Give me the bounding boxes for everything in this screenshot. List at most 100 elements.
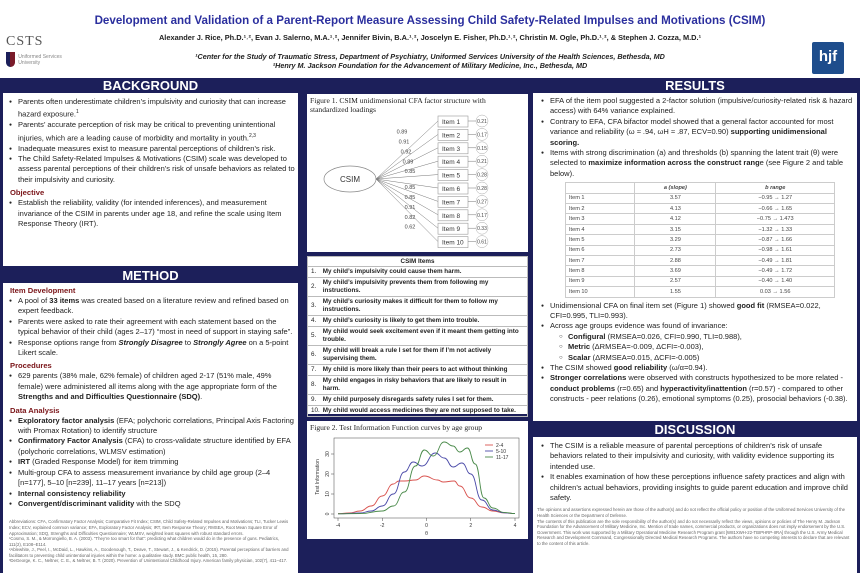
bullet-bold-text: Strengths and and Difficulties Questionn… xyxy=(18,392,201,402)
residual-value: 0.27 xyxy=(477,199,487,205)
background-heading: BACKGROUND xyxy=(3,78,298,93)
bullet-item: Scalar (ΔRMSEA=0.015, ΔCFI=-0.005) xyxy=(559,352,853,364)
bullet-text: Across age groups evidence was found of … xyxy=(550,321,728,331)
loading-path xyxy=(375,174,439,180)
legend-label: 5-10 xyxy=(496,449,506,455)
irt-header-slope: a (slope) xyxy=(634,182,717,194)
discussion-bullets: The CSIM is a reliable measure of parent… xyxy=(537,441,853,503)
item-number: 1. xyxy=(306,266,320,278)
bullet-bold-text: IRT xyxy=(18,457,31,467)
item-text: My child would access medicines they are… xyxy=(319,405,528,417)
bullet-item: Multi-group CFA to assess measurement in… xyxy=(5,468,296,489)
irt-item: Item 3 xyxy=(564,213,636,225)
item-row: 8. My child engages in risky behaviors th… xyxy=(306,375,528,395)
item-label: Item 8 xyxy=(442,213,460,220)
item-label: Item 3 xyxy=(442,146,460,153)
loading-path xyxy=(375,160,439,180)
disclaimer-usu: The opinions and assertions expressed he… xyxy=(537,507,846,519)
loading-value: 0.89 xyxy=(403,159,414,165)
residual-value: 0.21 xyxy=(477,119,487,125)
csim-items-table: CSIM Items 1. My child’s impulsivity coul… xyxy=(306,256,528,417)
y-tick-label: 20 xyxy=(325,471,331,477)
bullet-bold-text: good reliability xyxy=(613,362,668,372)
series-line-2-4 xyxy=(337,475,516,515)
plot-frame xyxy=(333,437,520,519)
item-number: 2. xyxy=(306,277,320,297)
bullet-bold-text: 33 items xyxy=(49,296,80,305)
citation-superscript: 2,3 xyxy=(248,132,256,139)
residual-circle xyxy=(475,235,489,248)
bullet-text: on a 5-point Likert scale. xyxy=(18,337,289,358)
loading-value: 0.85 xyxy=(405,185,416,191)
irt-slope: 2.88 xyxy=(634,254,717,267)
bullet-text: The CSIM is a reliable measure of parent… xyxy=(550,441,835,471)
csts-logo-text: CSTS xyxy=(6,34,44,49)
irt-slope: 1.55 xyxy=(634,286,717,298)
item-number: 4. xyxy=(306,315,320,327)
bullet-text: . xyxy=(200,392,203,402)
irt-brange: 0.03 → 1.56 xyxy=(715,286,835,298)
reference-2: ²Ablewhite, J., Peel, I., McDaid, L., Ha… xyxy=(9,547,289,558)
loading-path xyxy=(375,134,439,180)
item-box xyxy=(437,115,469,128)
bullet-item: IRT (Graded Response Model) for item tri… xyxy=(5,457,296,468)
irt-row: Item 10 1.55 0.03 → 1.56 xyxy=(564,286,835,298)
irt-item: Item 5 xyxy=(564,234,636,246)
irt-item: Item 10 xyxy=(564,286,636,298)
bullet-text: Multi-group CFA to assess measurement in… xyxy=(18,467,271,488)
item-row: 6. My child will break a rule I set for t… xyxy=(306,345,528,365)
residual-circle xyxy=(475,128,489,141)
irt-slope: 2.57 xyxy=(634,275,717,288)
bullet-bold-text: Stronger correlations xyxy=(550,373,627,383)
item-box xyxy=(437,169,469,181)
bullet-text: The Child Safety-Related Impulses & Moti… xyxy=(18,154,295,184)
bullet-text: Parents were asked to rate their agreeme… xyxy=(18,316,293,337)
bullet-emphasis-text: Strongly Agree xyxy=(193,337,247,347)
loading-value: 0.85 xyxy=(405,195,416,201)
data-analysis-bullets: Exploratory factor analysis (EFA; polych… xyxy=(5,416,296,510)
bullet-text: Inadequate measures exist to measure par… xyxy=(18,143,276,153)
irt-brange: −0.49 → 1.72 xyxy=(715,265,835,277)
bullet-item: The CSIM is a reliable measure of parent… xyxy=(537,441,853,472)
cfa-path-diagram: CSIM 0.89 Item 1 0.21 0.91 Item 2 0.17 0.92 Item… xyxy=(323,114,489,248)
bullet-text: (RMSEA=0.026, CFI=0.990, TLI=0.988), xyxy=(605,331,742,341)
irt-brange: −1.32 → 1.33 xyxy=(715,223,835,236)
bullet-text: (RMSEA=0.022, CFI=0.995, TLI=0.993). xyxy=(550,300,821,320)
bullet-bold-text: Convergent/discriminant validity xyxy=(18,498,135,508)
irt-row: Item 5 3.29 −0.87 → 1.66 xyxy=(564,234,835,246)
item-text: My child is more likely than their peers… xyxy=(319,364,528,376)
residual-value: 0.17 xyxy=(477,213,487,219)
item-text: My child’s impulsivity could cause them … xyxy=(319,266,528,278)
bullet-text: (r=0.57) - compared to other constructs … xyxy=(550,383,848,404)
item-text: My child purposely disregards safety rul… xyxy=(319,394,528,406)
background-bullets: Parents often underestimate children’s i… xyxy=(5,97,296,185)
residual-value: 0.33 xyxy=(477,226,487,232)
bullet-item: Across age groups evidence was found of … xyxy=(537,321,853,332)
item-development-heading: Item Development xyxy=(10,286,76,295)
bullet-item: A pool of 33 items was created based on … xyxy=(5,296,296,317)
hjf-logo: hjf xyxy=(812,42,844,74)
items-table-heading: CSIM Items xyxy=(307,256,528,267)
item-label: Item 9 xyxy=(442,226,460,233)
bullet-bold-text: Confirmatory Factor Analysis xyxy=(18,436,123,446)
affiliation-1: ¹Center for the Study of Traumatic Stres… xyxy=(195,52,665,61)
bullet-text: (ΔRMSEA=0.015, ΔCFI=-0.005) xyxy=(590,352,700,362)
bullet-bold-text: Metric xyxy=(568,342,591,352)
x-tick-label: 2 xyxy=(469,523,472,529)
loading-value: 0.62 xyxy=(405,225,416,231)
irt-slope: 4.12 xyxy=(634,213,717,225)
loading-path xyxy=(375,178,439,189)
test-information-chart: -4 -2 0 2 4 0 10 20 30 θ Test Information 2-45-1011… xyxy=(315,437,520,537)
residual-circle xyxy=(475,154,489,168)
irt-item: Item 8 xyxy=(564,265,636,277)
item-number: 7. xyxy=(306,364,320,376)
item-number: 5. xyxy=(306,326,320,346)
irt-row: Item 8 3.69 −0.49 → 1.72 xyxy=(564,265,835,277)
bullet-bold-text: supporting unidimensional scoring. xyxy=(550,127,827,147)
bullet-text: e (see Figure 2 and table below). xyxy=(550,158,844,178)
discussion-section: The CSIM is a reliable measure of parent… xyxy=(533,437,857,573)
loading-path xyxy=(375,147,439,180)
item-box xyxy=(437,142,469,155)
bullet-text: (ΔRMSEA=-0.009, ΔCFI=-0.003), xyxy=(590,342,704,352)
loading-value: 0.92 xyxy=(401,149,412,155)
